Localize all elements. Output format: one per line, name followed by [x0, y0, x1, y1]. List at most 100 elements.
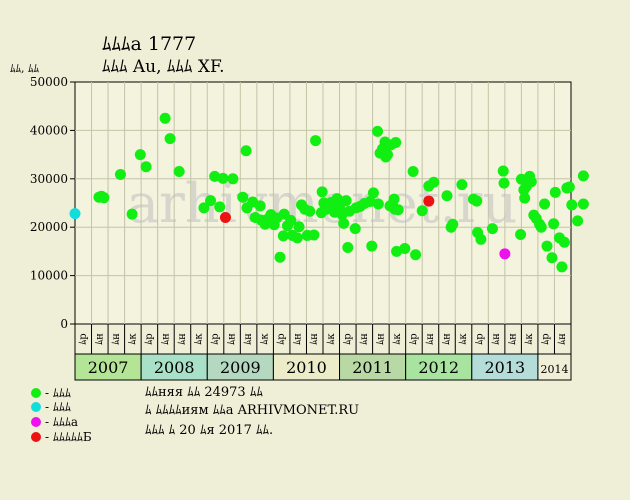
year-cell — [140, 353, 208, 381]
data-point-green — [291, 232, 303, 244]
legend-label-red: - ﾑﾑﾑﾑﾑБ — [45, 430, 92, 444]
data-point-green — [456, 179, 468, 191]
x-tick-label: ﾑк — [127, 333, 138, 345]
data-point-green — [331, 193, 343, 205]
data-point-green — [572, 215, 584, 227]
x-tick-label: ﾑр — [342, 333, 353, 344]
data-point-green — [558, 236, 570, 248]
x-tick-label: ﾑн — [160, 333, 171, 345]
data-point-green — [114, 168, 126, 180]
data-point-red — [219, 212, 231, 224]
x-tick-label: ﾑр — [144, 333, 155, 344]
legend-label-magenta: - ﾑﾑﾑа — [45, 415, 78, 429]
data-point-green — [338, 217, 350, 229]
data-point-green — [304, 205, 316, 217]
legend-marker-magenta — [31, 417, 41, 427]
chart-title: ﾑﾑﾑа 1777 — [102, 33, 196, 55]
data-point-green — [364, 196, 376, 208]
data-point-green — [126, 208, 138, 220]
footer-line-1: ﾑﾑняя ﾑﾑ 24973 ﾑﾑ — [145, 385, 263, 400]
data-point-green — [447, 218, 459, 230]
chart-subtitle: ﾑﾑﾑ Au, ﾑﾑﾑ XF. — [102, 57, 225, 77]
x-tick-label: ﾑк — [194, 333, 205, 345]
x-tick-label: ﾑн — [243, 333, 254, 345]
data-point-green — [556, 261, 568, 273]
data-point-green — [366, 240, 378, 252]
data-point-green — [410, 249, 422, 261]
y-axis-unit: ﾑﾑ, ﾑﾑ — [10, 62, 39, 75]
data-point-green — [407, 166, 419, 178]
year-cell — [206, 353, 274, 381]
data-point-green — [535, 221, 547, 233]
data-point-green — [205, 195, 217, 207]
legend-label-green: - ﾑﾑﾑ — [45, 386, 71, 400]
x-tick-label: ﾑр — [475, 333, 486, 344]
y-tick-label: 30000 — [30, 172, 68, 186]
x-tick-label: ﾑн — [425, 333, 436, 345]
x-tick-label: ﾑк — [524, 333, 535, 345]
data-point-green — [227, 173, 239, 185]
footer-line-3: ﾑﾑﾑ ﾑ 20 ﾑя 2017 ﾑﾑ. — [145, 423, 273, 438]
data-point-green — [549, 186, 561, 198]
legend-item-red: - ﾑﾑﾑﾑﾑБ — [31, 430, 92, 444]
data-point-green — [198, 202, 210, 214]
data-point-green — [381, 149, 393, 161]
data-point-green — [293, 221, 305, 233]
legend-label-cyan: - ﾑﾑﾑ — [45, 400, 71, 414]
x-tick-label: ﾑр — [541, 333, 552, 344]
data-point-green — [277, 230, 289, 242]
data-point-green — [428, 176, 440, 188]
data-point-green — [519, 192, 531, 204]
data-point-green — [391, 245, 403, 257]
data-point-green — [525, 176, 537, 188]
data-point-green — [340, 195, 352, 207]
data-point-green — [240, 145, 252, 157]
x-tick-label: ﾑн — [359, 333, 370, 345]
data-point-green — [285, 214, 297, 226]
data-point-green — [486, 223, 498, 235]
data-point-green — [577, 170, 589, 182]
data-point-green — [441, 190, 453, 202]
x-tick-label: ﾑн — [442, 333, 453, 345]
x-tick-label: ﾑк — [326, 333, 337, 345]
data-point-green — [416, 205, 428, 217]
y-axis: 0 10000 20000 30000 40000 50000 — [30, 75, 75, 331]
legend-marker-red — [31, 432, 41, 442]
legend: - ﾑﾑﾑ - ﾑﾑﾑ - ﾑﾑﾑа - ﾑﾑﾑﾑﾑБ — [31, 386, 92, 444]
y-tick-label: 40000 — [30, 123, 68, 137]
data-point-green — [471, 195, 483, 207]
y-tick-label: 10000 — [30, 269, 68, 283]
x-tick-label: ﾑр — [276, 333, 287, 344]
data-point-green — [497, 165, 509, 177]
x-tick-label: ﾑк — [260, 333, 271, 345]
x-tick-label: ﾑр — [408, 333, 419, 344]
x-axis: ﾑр ﾑн ﾑн ﾑк ﾑр ﾑн ﾑн ﾑк ﾑр ﾑн ﾑн ﾑк ﾑр ﾑн ﾑн ﾑк ﾑр ﾑн ﾑн ﾑк… — [74, 324, 572, 380]
data-point-green — [217, 172, 229, 184]
data-point-green — [274, 251, 286, 263]
data-point-green — [254, 200, 266, 212]
x-tick-label: ﾑн — [375, 333, 386, 345]
data-point-green — [310, 135, 322, 147]
data-point-green — [173, 166, 185, 178]
year-label: 2012 — [418, 358, 459, 377]
x-tick-label: ﾑн — [557, 333, 568, 345]
x-tick-label: ﾑк — [392, 333, 403, 345]
data-point-green — [308, 229, 320, 241]
data-point-green — [539, 198, 551, 210]
data-point-green — [98, 192, 110, 204]
year-label: 2011 — [352, 358, 393, 377]
data-point-green — [541, 240, 553, 252]
data-point-green — [566, 199, 578, 211]
x-tick-label: ﾑн — [94, 333, 105, 345]
x-tick-label: ﾑн — [508, 333, 519, 345]
year-band: 2007 2008 2009 2010 2011 2012 2013 2014 — [74, 353, 572, 381]
data-point-green — [367, 187, 379, 199]
x-tick-label: ﾑн — [293, 333, 304, 345]
data-point-green — [237, 191, 249, 203]
year-cell — [537, 353, 572, 381]
x-tick-label: ﾑн — [111, 333, 122, 345]
data-point-green — [209, 170, 221, 182]
x-tick-label: ﾑн — [491, 333, 502, 345]
data-point-green — [164, 133, 176, 145]
data-point-green — [134, 149, 146, 161]
